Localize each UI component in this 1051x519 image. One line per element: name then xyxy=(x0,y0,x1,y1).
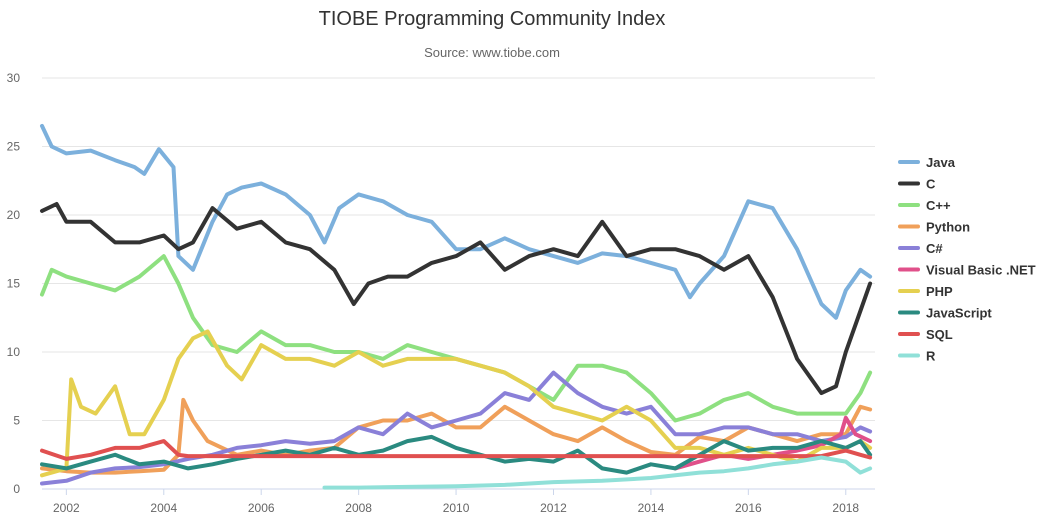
legend-item-sql[interactable]: SQL xyxy=(898,327,953,342)
legend-item-python[interactable]: Python xyxy=(898,220,970,235)
y-axis: 0 5 10 15 20 25 30 xyxy=(7,71,21,496)
x-tick-label: 2002 xyxy=(53,501,80,515)
legend-item-c[interactable]: C xyxy=(898,177,936,192)
legend-label: R xyxy=(926,349,936,364)
chart-title: TIOBE Programming Community Index xyxy=(319,8,666,30)
legend-item-c-[interactable]: C++ xyxy=(898,198,951,213)
legend-item-java[interactable]: Java xyxy=(898,155,956,170)
legend-item-c-[interactable]: C# xyxy=(898,241,943,256)
x-tick-label: 2014 xyxy=(638,501,665,515)
y-tick-label: 5 xyxy=(13,414,20,428)
x-tick-label: 2016 xyxy=(735,501,762,515)
legend-item-visual-basic-net[interactable]: Visual Basic .NET xyxy=(898,263,1036,278)
series-line-c[interactable] xyxy=(40,202,873,396)
y-tick-label: 30 xyxy=(7,71,21,85)
legend-label: Java xyxy=(926,155,956,170)
y-tick-label: 0 xyxy=(13,482,20,496)
x-tick-label: 2012 xyxy=(540,501,567,515)
legend-label: C++ xyxy=(926,198,951,213)
series-line-javascript[interactable] xyxy=(40,434,873,475)
legend-label: C# xyxy=(926,241,943,256)
y-tick-label: 10 xyxy=(7,345,21,359)
legend-item-javascript[interactable]: JavaScript xyxy=(898,306,992,321)
y-tick-label: 20 xyxy=(7,208,21,222)
series-line-sql[interactable] xyxy=(40,439,873,461)
chart-subtitle: Source: www.tiobe.com xyxy=(424,45,560,60)
x-tick-label: 2018 xyxy=(832,501,859,515)
series-line-c-[interactable] xyxy=(40,254,873,423)
legend[interactable]: Java C C++ Python C# Visual Basic .NET PHP Java… xyxy=(898,155,1036,364)
y-tick-label: 25 xyxy=(7,140,21,154)
series-line-python[interactable] xyxy=(40,397,873,475)
x-tick-label: 2006 xyxy=(248,501,275,515)
legend-label: Visual Basic .NET xyxy=(926,263,1036,278)
series-line-java[interactable] xyxy=(40,123,873,320)
legend-item-r[interactable]: R xyxy=(898,349,936,364)
legend-label: Python xyxy=(926,220,970,235)
series-line-r[interactable] xyxy=(322,455,873,490)
x-tick-label: 2008 xyxy=(345,501,372,515)
legend-label: PHP xyxy=(926,284,953,299)
legend-item-php[interactable]: PHP xyxy=(898,284,953,299)
x-tick-label: 2004 xyxy=(150,501,177,515)
y-tick-label: 15 xyxy=(7,277,21,291)
legend-label: C xyxy=(926,177,936,192)
series-lines xyxy=(40,123,873,490)
series-line-c-[interactable] xyxy=(40,370,873,486)
series-line-php[interactable] xyxy=(40,329,873,478)
x-axis: 2002 2004 2006 2008 2010 2012 2014 2016 2018 xyxy=(42,488,875,515)
x-tick-label: 2010 xyxy=(443,501,470,515)
legend-label: JavaScript xyxy=(926,306,992,321)
legend-label: SQL xyxy=(926,327,953,342)
